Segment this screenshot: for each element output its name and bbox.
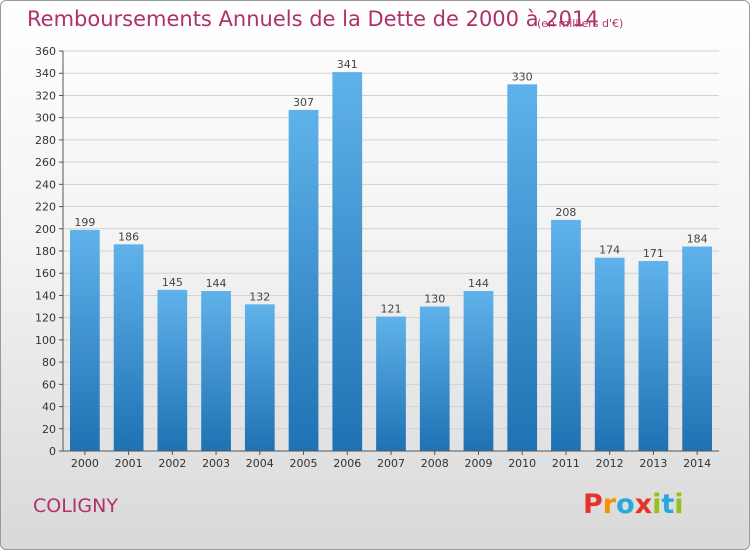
y-tick-label: 60 xyxy=(42,378,56,391)
bar-2009 xyxy=(463,291,494,451)
data-label-2011: 208 xyxy=(555,206,576,219)
bar-2007 xyxy=(376,316,406,451)
y-tick-label: 360 xyxy=(35,45,56,58)
data-label-2004: 132 xyxy=(249,290,270,303)
y-tick-label: 260 xyxy=(35,156,56,169)
y-tick-label: 320 xyxy=(35,89,56,102)
data-label-2000: 199 xyxy=(74,216,95,229)
x-tick-label-2001: 2001 xyxy=(115,457,143,470)
axes xyxy=(59,50,719,455)
data-label-2002: 145 xyxy=(162,276,183,289)
logo-letter: i xyxy=(652,489,662,520)
x-tick-label-2011: 2011 xyxy=(552,457,580,470)
data-label-2006: 341 xyxy=(337,58,358,71)
y-tick-label: 220 xyxy=(35,201,56,214)
x-tick-label-2005: 2005 xyxy=(290,457,318,470)
bar-2013 xyxy=(638,261,669,451)
y-tick-label: 140 xyxy=(35,289,56,302)
x-tick-label-2013: 2013 xyxy=(639,457,667,470)
data-label-2007: 121 xyxy=(381,303,402,316)
bar-2012 xyxy=(594,257,625,451)
data-label-2010: 330 xyxy=(512,70,533,83)
bar-2001 xyxy=(113,244,144,451)
bar-2010 xyxy=(507,84,538,451)
data-label-2009: 144 xyxy=(468,277,489,290)
y-tick-label: 20 xyxy=(42,423,56,436)
bar-2006 xyxy=(332,72,363,451)
y-tick-label: 240 xyxy=(35,178,56,191)
data-label-2008: 130 xyxy=(424,293,445,306)
bar-2014 xyxy=(682,246,713,451)
data-label-2014: 184 xyxy=(687,233,708,246)
y-tick-label: 0 xyxy=(49,445,56,458)
y-tick-label: 160 xyxy=(35,267,56,280)
logo-letter: r xyxy=(602,489,617,520)
data-label-2012: 174 xyxy=(599,244,620,257)
commune-name: COLIGNY xyxy=(33,495,118,517)
bar-2004 xyxy=(244,304,275,451)
bar-2008 xyxy=(419,306,450,451)
chart-title: Remboursements Annuels de la Dette de 20… xyxy=(27,7,599,31)
x-tick-label-2000: 2000 xyxy=(71,457,99,470)
logo-letter: o xyxy=(616,489,635,520)
logo-letter: P xyxy=(583,489,603,520)
logo-letter: t xyxy=(661,489,675,520)
labels: 0 20 40 60 80 100 120 140 160 180 200 220 240 260 280 3… xyxy=(35,45,711,470)
bar-2003 xyxy=(201,291,231,451)
bar-2011 xyxy=(551,219,581,451)
y-tick-label: 120 xyxy=(35,312,56,325)
y-tick-label: 40 xyxy=(42,401,56,414)
logo-letter: x xyxy=(634,489,653,520)
y-tick-label: 280 xyxy=(35,134,56,147)
data-label-2001: 186 xyxy=(118,230,139,243)
x-tick-label-2008: 2008 xyxy=(421,457,449,470)
bar-2005 xyxy=(288,109,319,451)
y-tick-label: 80 xyxy=(42,356,56,369)
logo-letter: i xyxy=(674,489,684,520)
y-tick-label: 100 xyxy=(35,334,56,347)
data-label-2003: 144 xyxy=(206,277,227,290)
proxiti-logo: Proxiti xyxy=(583,489,684,520)
y-tick-label: 200 xyxy=(35,223,56,236)
y-tick-label: 300 xyxy=(35,112,56,125)
x-tick-label-2003: 2003 xyxy=(202,457,230,470)
x-tick-label-2007: 2007 xyxy=(377,457,405,470)
x-tick-label-2002: 2002 xyxy=(158,457,186,470)
bar-2000 xyxy=(69,229,100,451)
bar-2002 xyxy=(157,289,188,451)
y-tick-label: 340 xyxy=(35,67,56,80)
data-label-2013: 171 xyxy=(643,247,664,260)
data-label-2005: 307 xyxy=(293,96,314,109)
x-tick-label-2012: 2012 xyxy=(596,457,624,470)
x-tick-label-2004: 2004 xyxy=(246,457,274,470)
bars xyxy=(69,72,713,451)
x-tick-label-2009: 2009 xyxy=(464,457,492,470)
y-tick-label: 180 xyxy=(35,245,56,258)
x-tick-label-2010: 2010 xyxy=(508,457,536,470)
x-tick-label-2014: 2014 xyxy=(683,457,711,470)
chart-subtitle: (en milliers d'€) xyxy=(537,17,624,30)
x-tick-label-2006: 2006 xyxy=(333,457,361,470)
